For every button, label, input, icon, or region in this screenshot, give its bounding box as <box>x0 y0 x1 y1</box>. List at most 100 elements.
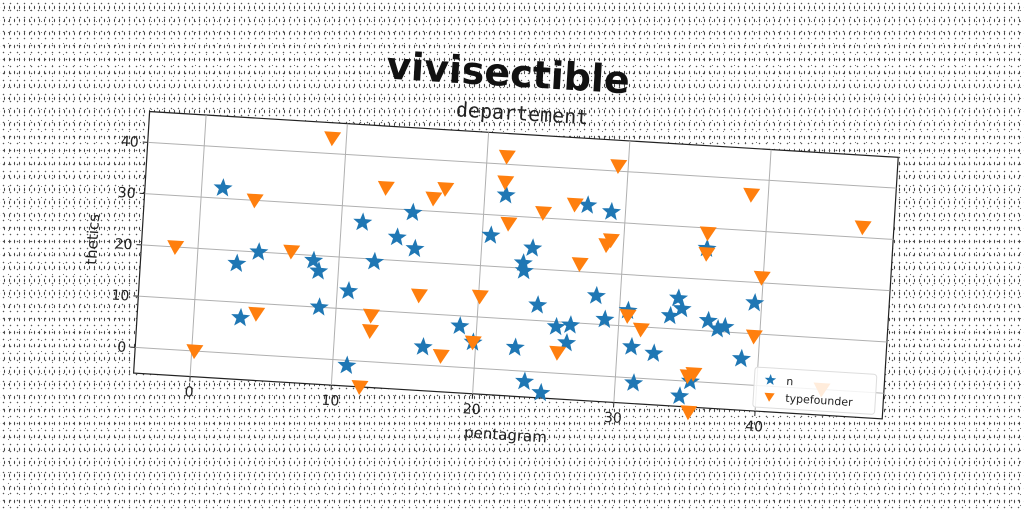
triangle-point <box>498 149 516 165</box>
triangle-point <box>680 405 698 421</box>
star-point <box>213 178 233 197</box>
star-point <box>622 336 642 356</box>
tick-labels: 0 10 20 30 40 0 10 20 30 40 <box>111 134 764 436</box>
star-point <box>602 201 622 221</box>
star-point <box>249 242 269 261</box>
star-point <box>523 238 543 257</box>
y-axis-label: thetics <box>82 213 103 265</box>
star-point <box>309 297 329 316</box>
triangle-point <box>745 329 763 345</box>
star-point <box>531 382 551 402</box>
star-point <box>624 373 644 392</box>
triangle-point <box>362 324 379 339</box>
star-point <box>505 337 525 356</box>
triangle-point <box>549 345 567 361</box>
star-point <box>227 253 247 273</box>
triangle-point <box>186 344 204 360</box>
axes: departement 0 10 20 30 40 0 10 20 30 40 pentagram… <box>82 97 899 446</box>
triangle-point <box>425 191 443 207</box>
triangle-point <box>432 348 450 364</box>
star-point <box>339 281 359 300</box>
star-point <box>578 195 598 214</box>
triangle-point <box>535 205 553 221</box>
star-point <box>595 309 615 328</box>
x-grid-line <box>189 114 207 377</box>
star-point <box>413 337 433 356</box>
x-grid-line <box>330 123 348 386</box>
star-point <box>405 238 425 258</box>
y-tick-label: 0 <box>117 339 127 356</box>
star-point <box>680 371 700 390</box>
star-point <box>715 316 735 336</box>
grid <box>135 114 897 412</box>
triangle-point <box>351 380 369 395</box>
star-point <box>450 316 470 335</box>
data-points <box>167 131 872 421</box>
triangle-point <box>698 246 716 262</box>
triangle-point <box>464 335 482 351</box>
star-point <box>231 307 251 327</box>
triangle-point <box>497 175 515 191</box>
star-point <box>514 260 534 280</box>
legend-marker <box>764 392 775 402</box>
star-point <box>337 355 357 374</box>
star-point <box>660 305 680 325</box>
triangle-point <box>471 289 489 305</box>
star-point <box>309 261 329 280</box>
triangle-point <box>632 322 650 338</box>
triangle-point <box>571 257 589 273</box>
star-point <box>353 212 373 231</box>
y-tick-label: 10 <box>111 288 130 305</box>
star-point <box>670 386 690 405</box>
x-tick-label: 20 <box>462 401 481 418</box>
y-tick-label: 30 <box>117 185 136 202</box>
star-point <box>481 225 501 244</box>
y-grid-line <box>147 141 897 189</box>
triangle-point <box>410 288 428 304</box>
plot-area <box>132 110 899 420</box>
triangle-point <box>743 187 761 203</box>
star-point <box>513 253 533 272</box>
y-tick-label: 40 <box>120 134 139 151</box>
triangle-point <box>246 193 264 209</box>
legend: n typefounder <box>752 366 878 415</box>
star-point <box>403 202 423 222</box>
star-point <box>304 250 324 269</box>
triangle-point <box>283 244 301 260</box>
star-point <box>698 310 718 330</box>
triangle-point <box>685 366 703 382</box>
star-point <box>528 295 548 314</box>
x-tick-label: 40 <box>745 419 764 436</box>
triangle-point <box>699 226 717 242</box>
star-point <box>387 227 407 246</box>
legend-label: typefounder <box>785 392 854 409</box>
star-point <box>561 315 581 334</box>
x-tick-label: 10 <box>321 393 340 410</box>
star-point <box>708 319 728 338</box>
triangle-point <box>602 233 620 249</box>
star-point <box>586 285 606 305</box>
y-grid-line <box>144 193 894 240</box>
x-tick-label: 0 <box>184 384 194 401</box>
triangle-point <box>324 131 342 147</box>
triangle-point <box>362 308 380 324</box>
x-grid-line <box>613 140 631 403</box>
triangle-point <box>167 240 185 256</box>
legend-marker <box>764 373 777 386</box>
y-grid-line <box>138 295 887 343</box>
triangle-point <box>377 180 395 196</box>
triangle-point <box>610 159 628 175</box>
x-tick-label: 30 <box>603 410 622 427</box>
star-point <box>669 288 689 307</box>
x-axis-label: pentagram <box>464 423 548 446</box>
legend-frame <box>752 366 878 415</box>
y-tick-label: 20 <box>114 236 133 253</box>
star-point <box>496 185 516 204</box>
star-point <box>672 298 692 318</box>
triangle-point <box>854 220 872 236</box>
star-point <box>745 292 765 312</box>
chart-title: departement <box>455 97 589 129</box>
suptitle: vivisectible <box>385 44 631 103</box>
star-point <box>515 371 535 390</box>
